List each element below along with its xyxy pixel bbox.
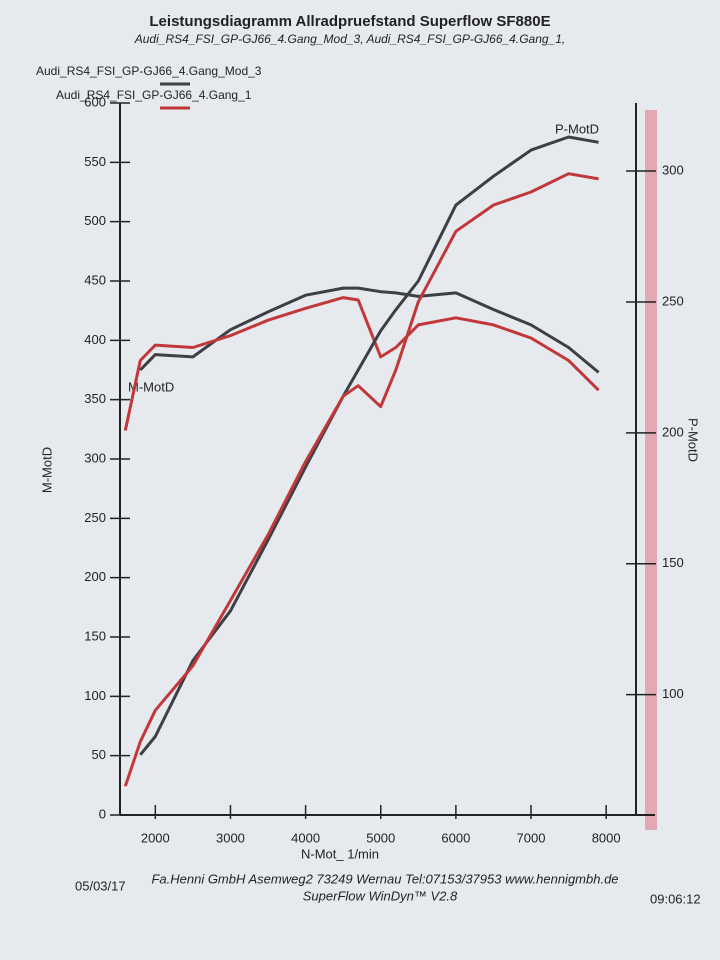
chart-subtitle: Audi_RS4_FSI_GP-GJ66_4.Gang_Mod_3, Audi_… (134, 32, 565, 46)
y2-tick-label: 300 (662, 162, 684, 177)
power-annotation: P-MotD (555, 121, 599, 136)
right-band (645, 110, 657, 830)
y2-tick-label: 250 (662, 293, 684, 308)
y-tick-label: 400 (84, 332, 106, 347)
date: 05/03/17 (75, 878, 126, 893)
legend-label: Audi_RS4_FSI_GP-GJ66_4.Gang_Mod_3 (36, 64, 262, 78)
x-tick-label: 8000 (592, 830, 621, 845)
y-tick-label: 550 (84, 154, 106, 169)
software: SuperFlow WinDyn™ V2.8 (303, 888, 458, 903)
y-tick-label: 450 (84, 272, 106, 287)
x-tick-label: 3000 (216, 830, 245, 845)
x-axis-label: N-Mot_ 1/min (301, 846, 379, 861)
x-tick-label: 4000 (291, 830, 320, 845)
y-tick-label: 0 (99, 806, 106, 821)
y-tick-label: 350 (84, 391, 106, 406)
y-tick-label: 200 (84, 569, 106, 584)
series-line (123, 296, 600, 431)
time: 09:06:12 (650, 891, 701, 906)
x-tick-label: 5000 (366, 830, 395, 845)
y2-tick-label: 200 (662, 424, 684, 439)
y2-tick-label: 150 (662, 555, 684, 570)
y-axis-label: M-MotD (39, 447, 54, 493)
legend-label: Audi_RS4_FSI_GP-GJ66_4.Gang_1 (56, 88, 252, 102)
y-tick-label: 100 (84, 688, 106, 703)
y-tick-label: 300 (84, 450, 106, 465)
y-tick-label: 250 (84, 510, 106, 525)
y-tick-label: 600 (84, 94, 106, 109)
series-line (123, 172, 599, 787)
x-tick-label: 2000 (141, 830, 170, 845)
series-line (139, 286, 600, 374)
footer: Fa.Henni GmbH Asemweg2 73249 Wernau Tel:… (151, 871, 618, 886)
chart-title: Leistungsdiagramm Allradpruefstand Super… (149, 13, 550, 30)
x-tick-label: 7000 (517, 830, 546, 845)
torque-annotation: M-MotD (128, 379, 174, 394)
y-tick-label: 50 (92, 747, 106, 762)
y2-axis-label: P-MotD (686, 418, 701, 462)
y-tick-label: 150 (84, 628, 106, 643)
y-tick-label: 500 (84, 213, 106, 228)
x-tick-label: 6000 (441, 830, 470, 845)
y2-tick-label: 100 (662, 686, 684, 701)
